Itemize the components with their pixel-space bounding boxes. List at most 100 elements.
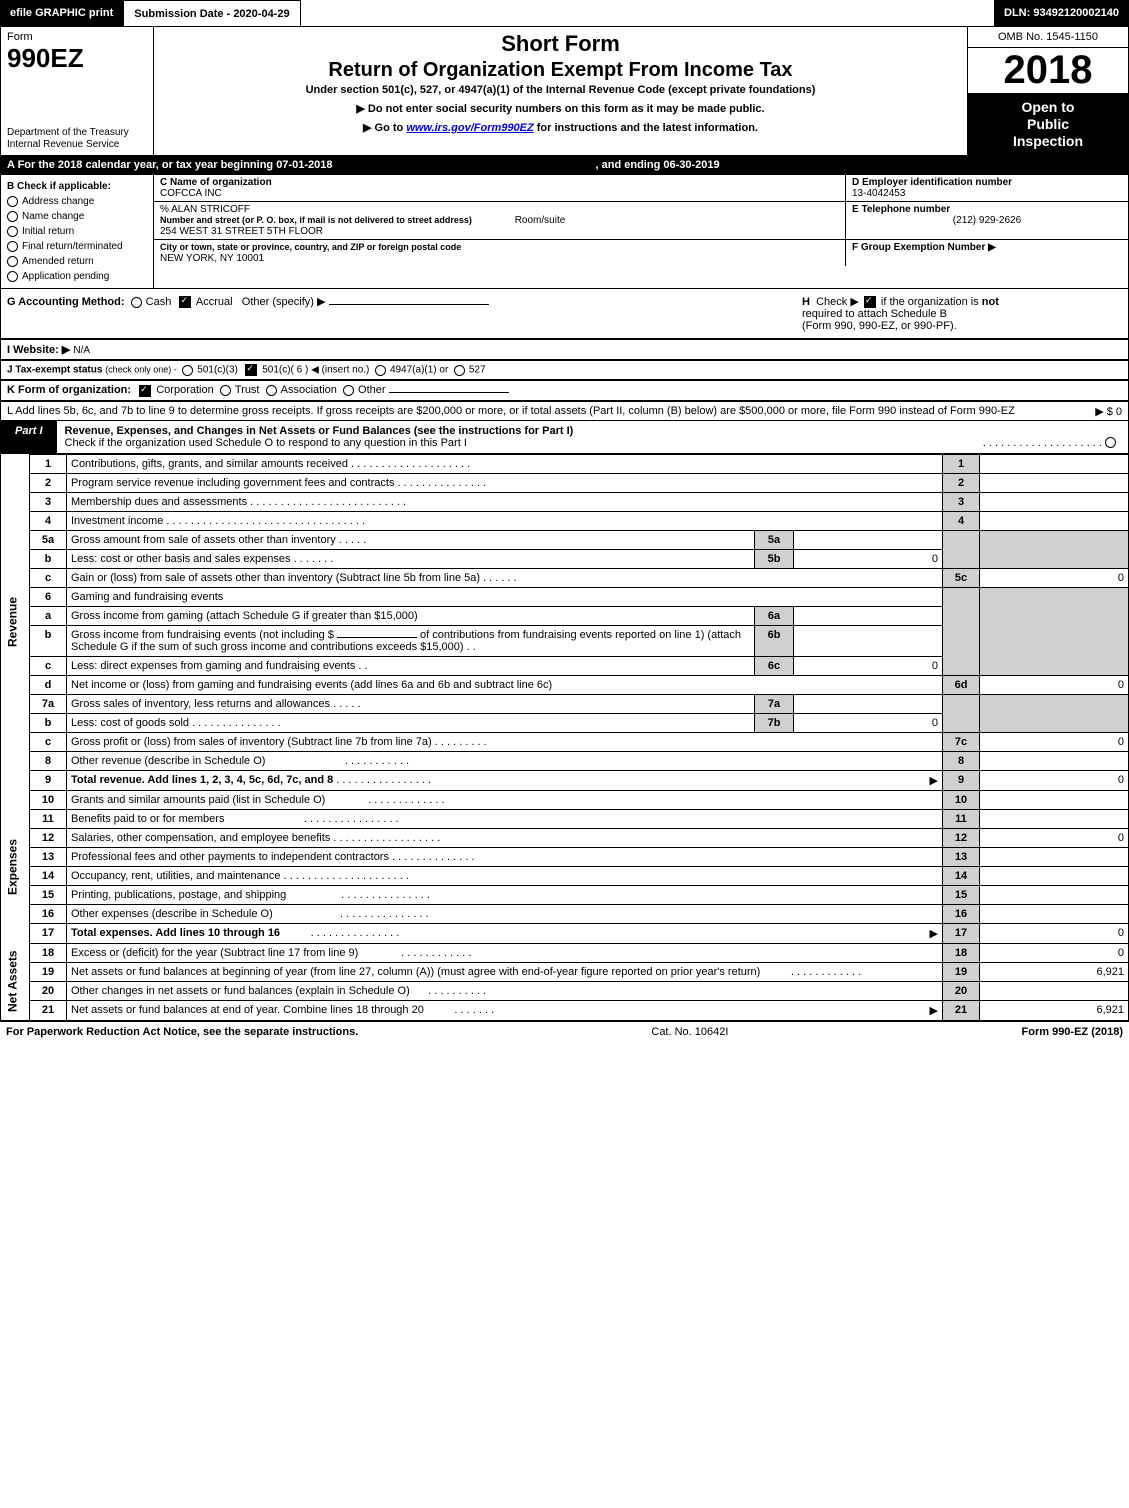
line-12-num: 12 [30,828,67,847]
line-6d-rnum: 6d [943,675,980,694]
other-org-input[interactable] [389,392,509,393]
radio-schedule-o[interactable] [1105,437,1116,448]
line-6c-desc: Less: direct expenses from gaming and fu… [71,660,355,672]
line-6b-amount-input[interactable] [337,637,417,638]
radio-other-org[interactable] [343,385,354,396]
line-7a-desc: Gross sales of inventory, less returns a… [71,698,330,710]
tax-exempt-status-row: J Tax-exempt status (check only one) - 5… [0,360,1129,380]
line-8-val [980,751,1129,770]
opt-name-change: Name change [22,211,84,222]
line-19-val: 6,921 [980,962,1129,981]
dln-label: DLN: 93492120002140 [994,0,1129,26]
opt-final-return: Final return/terminated [22,241,123,252]
line-7c-num: c [30,732,67,751]
gross-receipts-row: L Add lines 5b, 6c, and 7b to line 9 to … [0,401,1129,421]
h-text3: required to attach Schedule B [802,308,947,320]
line-5c-val: 0 [980,568,1129,587]
line-11-rnum: 11 [943,809,980,828]
h-text2: if the organization is [881,296,982,308]
street-value: 254 WEST 31 STREET 5TH FLOOR [160,226,323,237]
line-2-val [980,473,1129,492]
website-row: I Website: ▶ N/A [0,339,1129,360]
line-17-desc: Total expenses. Add lines 10 through 16 [71,927,280,939]
line-20-num: 20 [30,981,67,1000]
line-5a-subnum: 5a [755,530,794,549]
line-7a-subnum: 7a [755,694,794,713]
line-3-val [980,492,1129,511]
line-5b-desc: Less: cost or other basis and sales expe… [71,553,291,565]
check-not-required[interactable] [864,296,876,308]
line-12-val: 0 [980,828,1129,847]
h-not: not [982,296,999,308]
row-l-value: ▶ $ 0 [1095,405,1122,418]
lbl-form-org: K Form of organization: [7,384,131,396]
lbl-h: H [802,296,810,308]
line-6a-subnum: 6a [755,606,794,625]
opt-trust: Trust [235,384,260,396]
line-20-desc: Other changes in net assets or fund bala… [71,985,410,997]
line-5c-rnum: 5c [943,568,980,587]
footer-form-ref: Form 990-EZ (2018) [1022,1026,1123,1038]
line-1-rnum: 1 [943,454,980,473]
line-6-num: 6 [30,587,67,606]
line-8-rnum: 8 [943,751,980,770]
net-assets-section-label: Net Assets [1,943,30,1020]
check-corporation[interactable] [139,385,151,397]
tax-exempt-note: (check only one) - [105,365,177,375]
form-header: Form 990EZ Department of the Treasury In… [0,27,1129,156]
radio-final-return[interactable] [7,241,18,252]
line-21-rnum: 21 [943,1000,980,1020]
radio-address-change[interactable] [7,196,18,207]
header-right: OMB No. 1545-1150 2018 Open to Public In… [968,27,1128,155]
line-9-arrow: ▶ [930,774,938,787]
top-bar: efile GRAPHIC print Submission Date - 20… [0,0,1129,27]
part-1-table: Revenue 1 Contributions, gifts, grants, … [0,454,1129,1021]
dept-label: Department of the Treasury [7,127,129,138]
radio-trust[interactable] [220,385,231,396]
other-method-input[interactable] [329,304,489,305]
line-4-num: 4 [30,511,67,530]
radio-4947[interactable] [375,365,386,376]
radio-initial-return[interactable] [7,226,18,237]
radio-application-pending[interactable] [7,271,18,282]
irs-link[interactable]: www.irs.gov/Form990EZ [406,122,533,134]
line-5b-subnum: 5b [755,549,794,568]
line-4-desc: Investment income [71,515,163,527]
opt-other-org: Other [358,384,386,396]
line-7c-desc: Gross profit or (loss) from sales of inv… [71,736,432,748]
check-501c[interactable] [245,364,257,376]
line-6c-num: c [30,656,67,675]
submission-date: Submission Date - 2020-04-29 [123,0,300,26]
form-page: efile GRAPHIC print Submission Date - 20… [0,0,1129,1042]
lbl-tax-exempt: J Tax-exempt status [7,365,102,376]
line-5b-num: b [30,549,67,568]
line-13-num: 13 [30,847,67,866]
lbl-city: City or town, state or province, country… [160,242,461,252]
check-accrual[interactable] [179,296,191,308]
part-1-check-line: Check if the organization used Schedule … [65,437,467,449]
line-5c-desc: Gain or (loss) from sale of assets other… [71,572,480,584]
radio-501c3[interactable] [182,365,193,376]
line-17-val: 0 [980,923,1129,943]
radio-cash[interactable] [131,297,142,308]
line-6a-subval [794,606,943,625]
radio-amended-return[interactable] [7,256,18,267]
radio-527[interactable] [454,365,465,376]
line-9-val: 0 [980,770,1129,790]
line-13-val [980,847,1129,866]
line-6b-num: b [30,625,67,656]
line-5ab-rval-blank [980,530,1129,568]
line-19-desc: Net assets or fund balances at beginning… [71,966,760,978]
radio-association[interactable] [266,385,277,396]
radio-name-change[interactable] [7,211,18,222]
line-6b-subnum: 6b [755,625,794,656]
line-21-num: 21 [30,1000,67,1020]
efile-print-button[interactable]: efile GRAPHIC print [0,0,123,26]
line-1-desc: Contributions, gifts, grants, and simila… [71,458,348,470]
inspection-line3: Inspection [1013,133,1083,149]
opt-application-pending: Application pending [22,271,109,282]
line-6c-subnum: 6c [755,656,794,675]
line-12-desc: Salaries, other compensation, and employ… [71,832,330,844]
line-9-desc: Total revenue. Add lines 1, 2, 3, 4, 5c,… [71,774,333,786]
short-form-title: Short Form [174,31,947,57]
